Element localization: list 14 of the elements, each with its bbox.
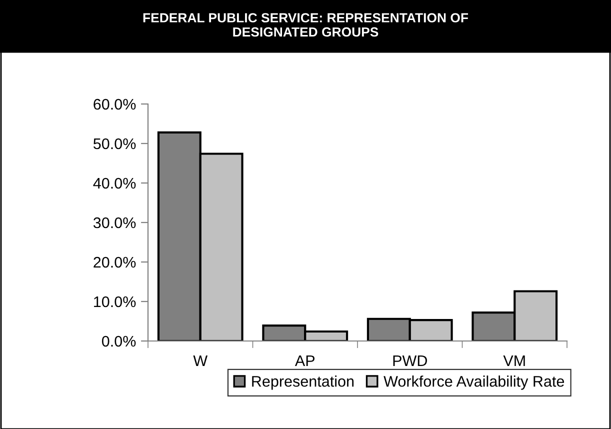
x-tick-label: W: [193, 355, 208, 366]
y-tick-label: 0.0%: [102, 336, 136, 347]
chart-title: FEDERAL PUBLIC SERVICE: REPRESENTATION OF DESIGNATED GROUPS: [143, 13, 468, 37]
legend-label: Workforce Availability Rate: [384, 376, 564, 390]
x-tick-label: VM: [503, 355, 525, 366]
legend-label: Representation: [252, 376, 354, 390]
x-tick-label: PWD: [393, 355, 427, 366]
y-tick-label: 30.0%: [93, 217, 136, 228]
y-tick-label: 50.0%: [93, 138, 136, 150]
x-tick-label: AP: [294, 355, 315, 366]
y-tick-label: 10.0%: [94, 296, 136, 308]
y-tick-label: 20.0%: [94, 256, 136, 268]
y-tick-label: 60.0%: [94, 98, 136, 110]
y-tick-label: 40.0%: [93, 178, 136, 189]
